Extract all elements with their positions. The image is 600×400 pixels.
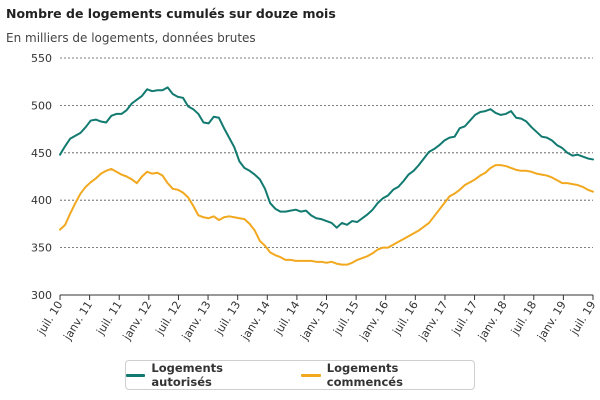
legend-label-authorized: Logements autorisés bbox=[151, 361, 223, 389]
series-line-authorized bbox=[59, 86, 594, 229]
legend-item-started[interactable]: Logements commencés bbox=[301, 361, 474, 389]
x-tick-label: janv. 18 bbox=[475, 299, 510, 344]
y-tick-label: 300 bbox=[31, 289, 52, 302]
x-tick-label: janv. 19 bbox=[534, 299, 569, 344]
x-tick-label: juil. 10 bbox=[34, 299, 65, 338]
legend-item-authorized[interactable]: Logements autorisés bbox=[126, 361, 283, 389]
y-tick-label: 550 bbox=[31, 52, 52, 65]
y-tick-label: 350 bbox=[31, 242, 52, 255]
x-tick-label: janv. 13 bbox=[179, 299, 214, 344]
x-tick-label: janv. 16 bbox=[357, 299, 392, 344]
x-tick-label: juil. 19 bbox=[567, 299, 598, 338]
x-tick-label: juil. 15 bbox=[330, 299, 361, 338]
y-axis-ticks: 300 350 400 450 500 550 bbox=[31, 52, 52, 302]
x-tick-label: juil. 14 bbox=[271, 299, 302, 338]
y-tick-label: 500 bbox=[31, 99, 52, 112]
chart-title: Nombre de logements cumulés sur douze mo… bbox=[6, 6, 336, 21]
chart-legend: Logements autorisés Logements commencés bbox=[125, 360, 475, 390]
x-tick-label: juil. 18 bbox=[508, 299, 539, 338]
y-tick-label: 450 bbox=[31, 147, 52, 160]
x-tick-label: janv. 15 bbox=[297, 299, 332, 344]
x-tick-label: juil. 13 bbox=[212, 299, 243, 338]
grid-lines bbox=[60, 57, 593, 296]
chart-subtitle: En milliers de logements, données brutes bbox=[6, 31, 256, 45]
x-tick-label: juil. 11 bbox=[94, 299, 125, 338]
legend-swatch-started bbox=[301, 373, 321, 377]
x-tick-label: janv. 12 bbox=[120, 299, 155, 344]
series-line-started bbox=[59, 164, 594, 266]
x-tick-label: janv. 14 bbox=[238, 299, 273, 344]
x-tick-label: janv. 17 bbox=[416, 299, 451, 344]
series-lines bbox=[59, 86, 594, 266]
x-tick-label: janv. 11 bbox=[61, 299, 96, 344]
legend-label-started: Logements commencés bbox=[326, 361, 403, 389]
x-tick-label: juil. 12 bbox=[153, 299, 184, 338]
x-tick-label: juil. 16 bbox=[390, 299, 421, 338]
y-tick-label: 400 bbox=[31, 194, 52, 207]
x-tick-label: juil. 17 bbox=[449, 299, 480, 338]
legend-swatch-authorized bbox=[126, 373, 146, 377]
